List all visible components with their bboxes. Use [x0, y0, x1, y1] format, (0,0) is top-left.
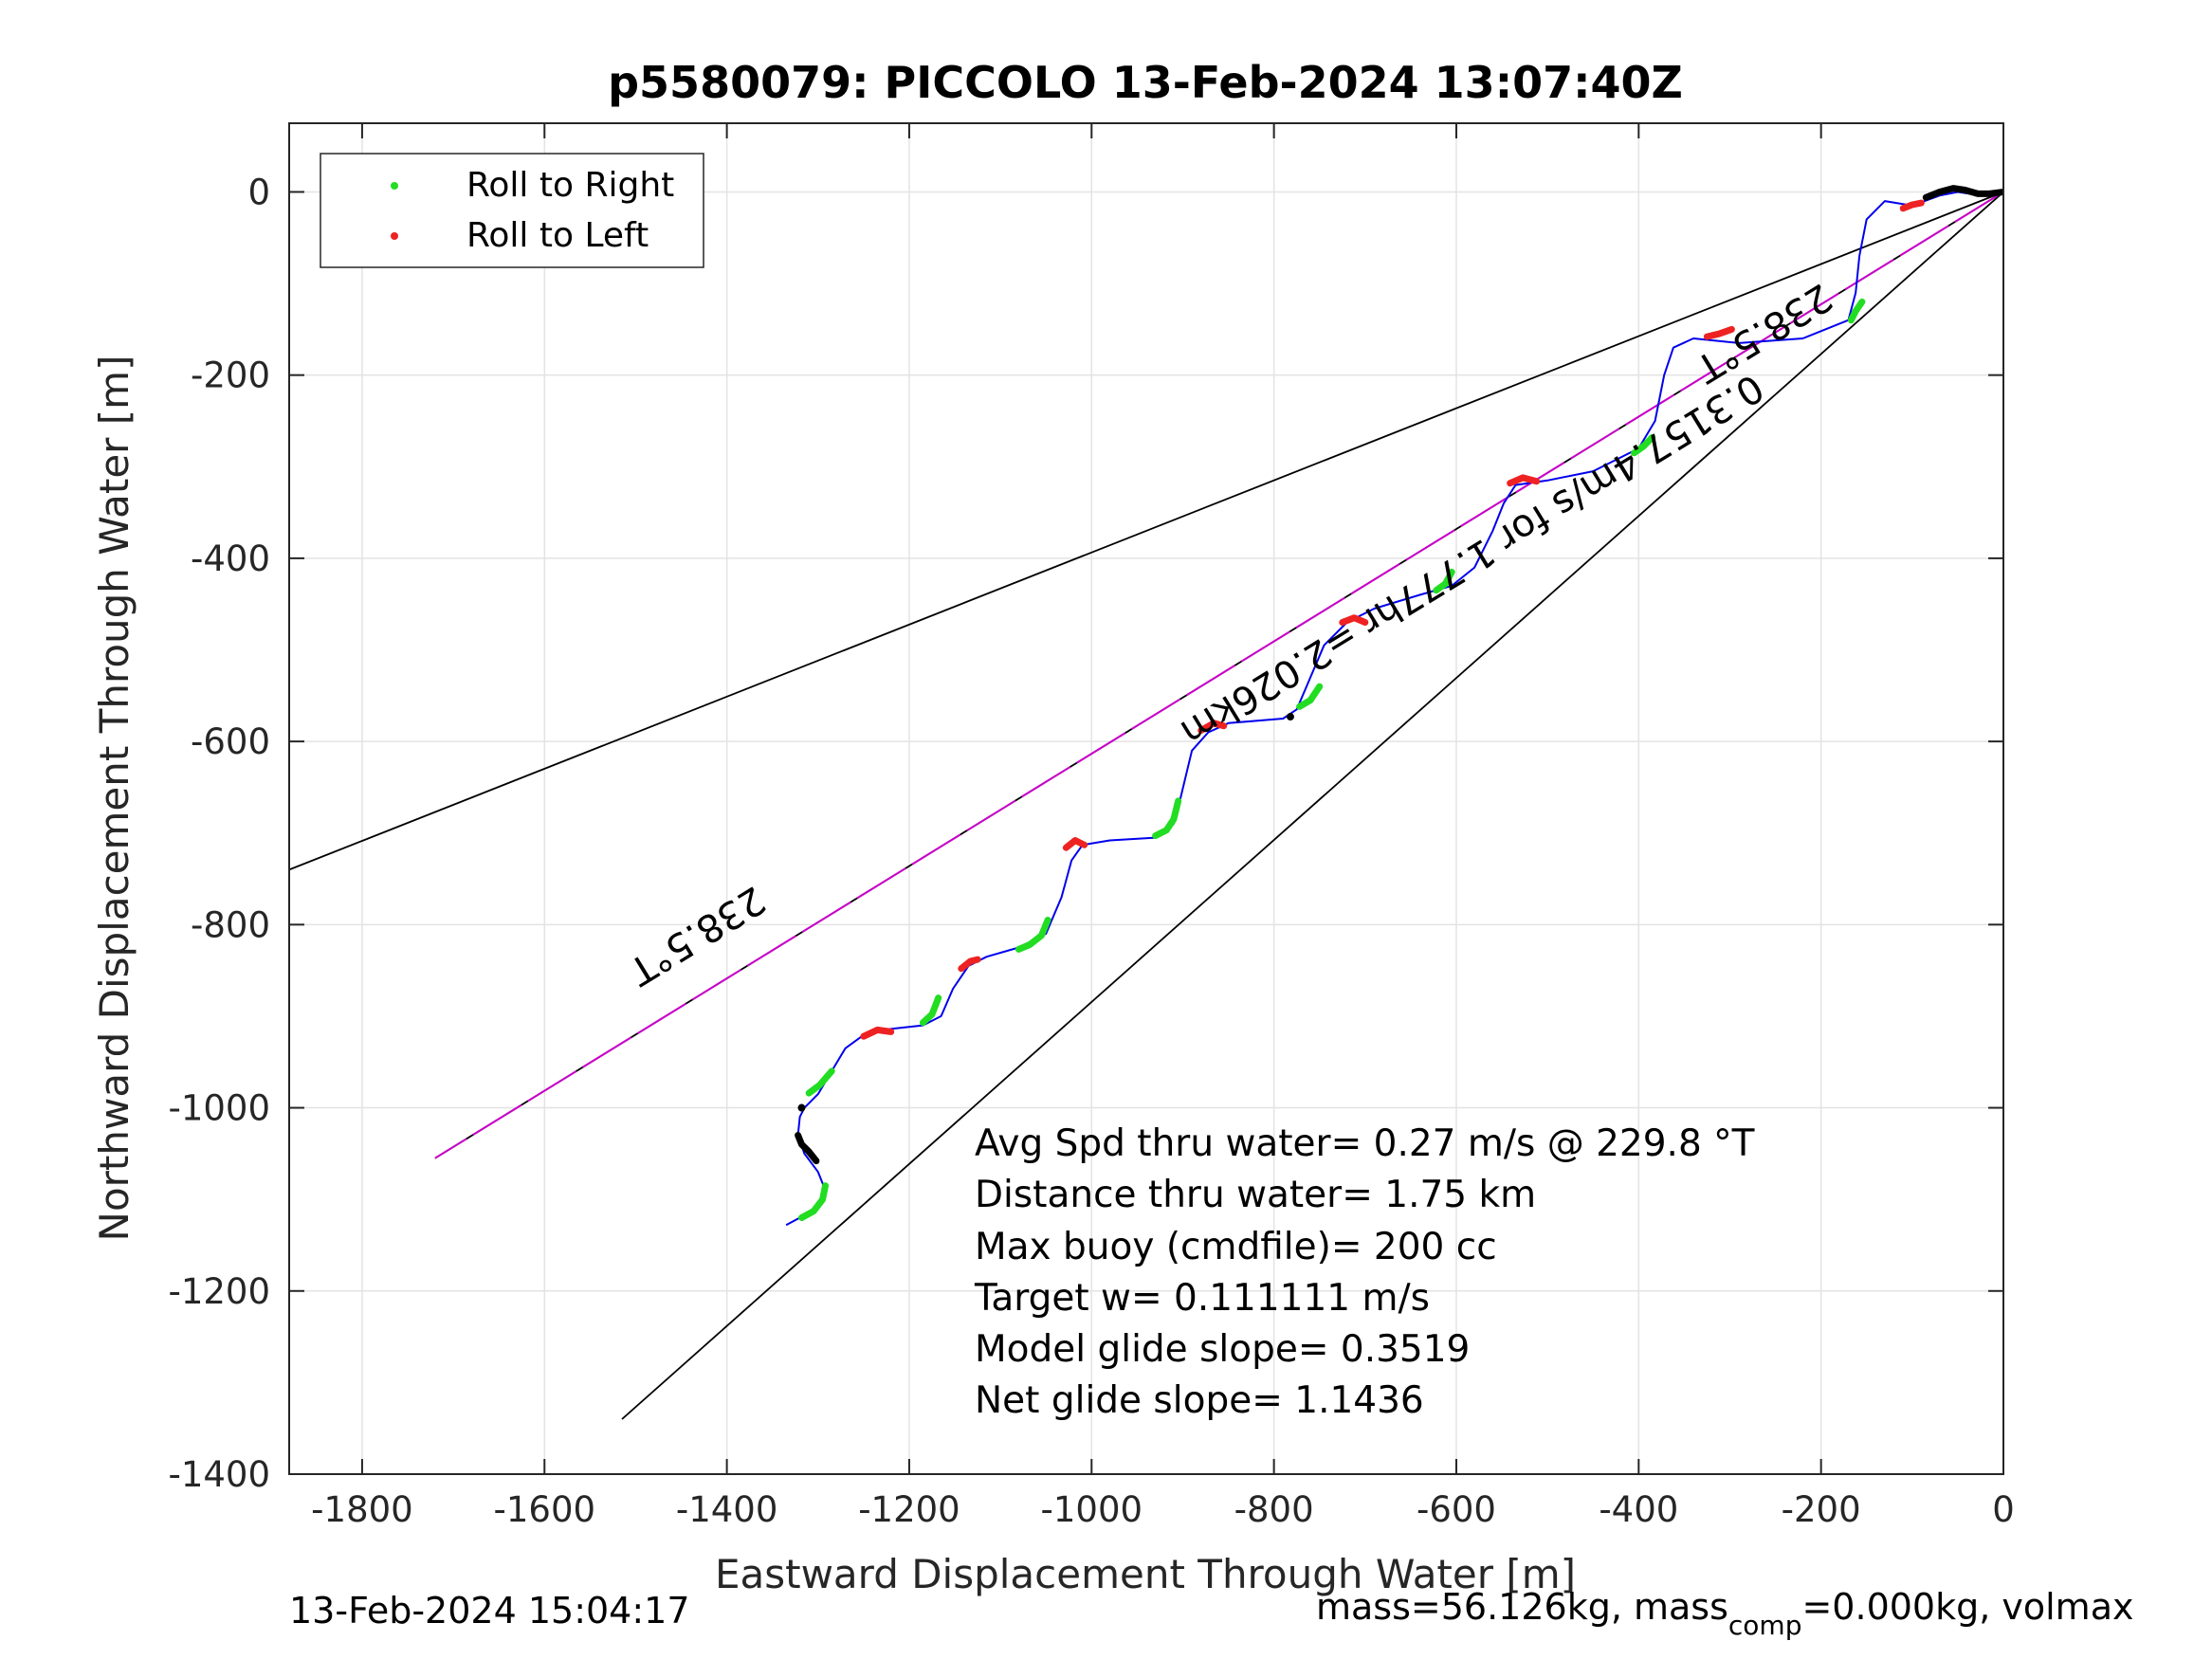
footer-timestamp: 13-Feb-2024 15:04:17: [289, 1590, 690, 1632]
y-tick-label: 0: [247, 172, 270, 212]
bold-track-segment: [795, 1132, 820, 1165]
legend-marker-roll-left: [391, 232, 398, 240]
reference-line: [289, 191, 2003, 871]
roll-right-marker: [919, 994, 942, 1027]
bold-track-segment: [1922, 185, 2003, 201]
roll-left-marker: [1703, 325, 1735, 340]
roll-left-marker: [860, 1026, 895, 1040]
legend: Roll to Right Roll to Left: [320, 153, 704, 268]
footer-mass-prefix: mass=56.126kg, mass: [1316, 1586, 1728, 1628]
x-tick-label: -1200: [858, 1489, 960, 1530]
waypoint-dot: [1286, 713, 1294, 721]
x-tick-label: -200: [1782, 1489, 1861, 1530]
roll-left-marker: [1197, 720, 1228, 734]
annotation-avg-speed: Avg Spd thru water= 0.27 m/s @ 229.8 °T: [975, 1122, 1755, 1165]
roll-right-marker: [1433, 568, 1455, 594]
y-tick-label: -1000: [168, 1088, 270, 1129]
roll-right-marker: [1152, 797, 1182, 840]
roll-left-marker: [1062, 837, 1088, 851]
legend-label-roll-right: Roll to Right: [466, 166, 674, 205]
roll-right-marker: [798, 1182, 829, 1221]
x-axis-label: Eastward Displacement Through Water [m]: [715, 1551, 1576, 1597]
plot-area: [289, 123, 2003, 1474]
track-line: [785, 191, 2003, 1227]
glider-track: [785, 185, 2003, 1227]
y-tick-label: -400: [191, 538, 270, 579]
chart-title: p5580079: PICCOLO 13-Feb-2024 13:07:40Z: [608, 57, 1683, 108]
x-tick-label: -400: [1599, 1489, 1678, 1530]
roll-right-marker: [805, 1067, 835, 1097]
reference-line: [434, 191, 2003, 1159]
footer-mass-suffix: =0.000kg, volmax: [1801, 1586, 2133, 1628]
annotation-max-buoy: Max buoy (cmdfile)= 200 cc: [975, 1226, 1497, 1268]
roll-left-marker: [1339, 614, 1369, 626]
x-tick-label: -600: [1417, 1489, 1496, 1530]
y-tick-label: -800: [191, 904, 270, 945]
x-axis-ticks: -1800 -1600 -1400 -1200 -1000 -800 -600 -400 -20…: [311, 123, 2015, 1530]
legend-label-roll-left: Roll to Left: [466, 216, 649, 255]
annotation-model-glide-slope: Model glide slope= 0.3519: [975, 1328, 1470, 1371]
annotation-net-glide-slope: Net glide slope= 1.1436: [975, 1379, 1424, 1422]
x-tick-label: -1000: [1041, 1489, 1143, 1530]
x-tick-label: -1400: [676, 1489, 778, 1530]
roll-left-marker: [1899, 199, 1925, 212]
reference-lines: [289, 191, 2003, 1420]
x-tick-label: -1600: [494, 1489, 596, 1530]
roll-left-marker: [1507, 474, 1541, 487]
roll-right-marker: [1015, 917, 1051, 953]
y-axis-ticks: 0 -200 -400 -600 -800 -1000 -1200 -1400: [168, 172, 2003, 1495]
plot-frame: [288, 122, 2004, 1475]
y-tick-label: -1200: [168, 1271, 270, 1312]
waypoint-dot: [797, 1103, 806, 1112]
x-tick-label: 0: [1992, 1489, 2015, 1530]
y-axis-label: Northward Displacement Through Water [m]: [91, 356, 137, 1242]
y-tick-label: -1400: [168, 1454, 270, 1495]
roll-right-marker: [1631, 433, 1656, 457]
legend-box: [320, 153, 704, 268]
roll-left-marker: [958, 956, 981, 973]
reference-line: [621, 191, 2003, 1420]
roll-markers: [797, 199, 1925, 1221]
y-tick-label: -200: [191, 356, 270, 396]
x-tick-label: -800: [1234, 1489, 1314, 1530]
roll-right-marker: [1296, 683, 1324, 710]
roll-right-marker: [1847, 298, 1866, 324]
footer-mass-info: mass=56.126kg, masscomp=0.000kg, volmax: [1316, 1586, 2133, 1641]
annotation-target-w: Target w= 0.111111 m/s: [974, 1277, 1430, 1320]
y-tick-label: -600: [191, 721, 270, 762]
annotation-distance: Distance thru water= 1.75 km: [975, 1174, 1536, 1216]
x-tick-label: -1800: [311, 1489, 413, 1530]
footer-mass-subscript: comp: [1728, 1610, 1802, 1641]
stats-annotations: Avg Spd thru water= 0.27 m/s @ 229.8 °T …: [974, 1122, 1755, 1422]
legend-marker-roll-right: [391, 182, 398, 190]
